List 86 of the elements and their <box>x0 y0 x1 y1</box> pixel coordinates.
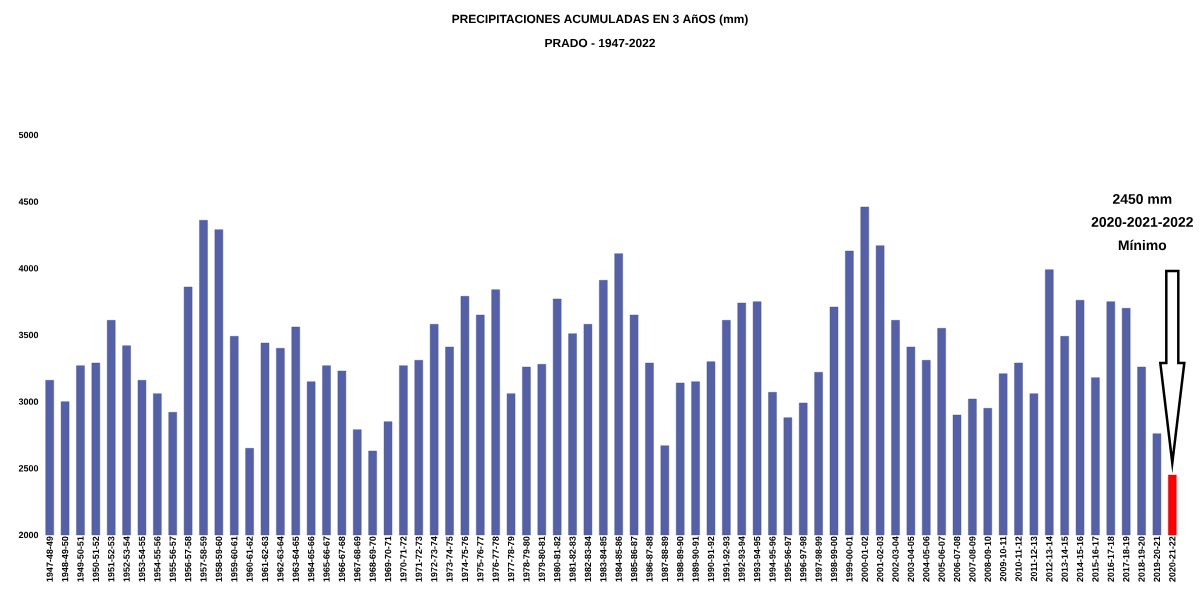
x-tick-label: 1957-58-59 <box>200 536 207 582</box>
x-tick-label: 1961-62-63 <box>261 536 269 582</box>
x-tick-label: 1990-91-92 <box>707 536 715 582</box>
x-tick-label: 2002-03-04 <box>892 536 899 582</box>
x-tick-label: 1981-82-83 <box>569 536 576 582</box>
x-tick-label: 1989-90-91 <box>692 536 699 582</box>
x-tick-label: 1966-67-68 <box>338 536 346 582</box>
chart-subtitle: PRADO - 1947-2022 <box>545 38 655 48</box>
x-tick-label: 1952-53-54 <box>123 536 130 582</box>
x-tick-label: 2010-11-12 <box>1015 536 1022 582</box>
x-tick-label: 2020-21-22 <box>1169 536 1176 582</box>
y-tick-label: 4500 <box>18 198 39 205</box>
x-tick-label: 1986-87-88 <box>646 536 653 582</box>
x-tick-label: 1962-63-64 <box>277 536 284 582</box>
x-tick-label: 1965-66-67 <box>323 536 330 582</box>
x-tick-label: 2013-14-15 <box>1061 536 1068 582</box>
x-tick-label: 1958-59-60 <box>215 536 223 582</box>
x-tick-label: 1972-73-74 <box>430 536 438 582</box>
x-tick-label: 1999-00-01 <box>846 536 853 582</box>
x-tick-label: 1991-92-93 <box>723 536 730 582</box>
x-tick-label: 1988-89-90 <box>677 536 684 582</box>
x-tick-label: 1997-98-99 <box>815 536 822 582</box>
x-tick-label: 2006-07-08 <box>953 536 961 582</box>
x-tick-label: 1948-49-50 <box>61 536 69 582</box>
x-tick-label: 2016-17-18 <box>1107 536 1114 582</box>
x-tick-label: 1963-64-65 <box>292 536 299 582</box>
x-tick-label: 1984-85-86 <box>615 536 622 582</box>
x-tick-label: 1954-55-56 <box>154 536 161 582</box>
x-tick-label: 1998-99-00 <box>830 536 838 582</box>
x-tick-label: 1951-52-53 <box>108 536 115 582</box>
x-tick-label: 1949-50-51 <box>77 536 84 582</box>
x-tick-label: 2015-16-17 <box>1092 536 1099 582</box>
x-tick-label: 2004-05-06 <box>923 536 930 582</box>
x-tick-label: 1971-72-73 <box>415 536 422 582</box>
x-tick-label: 1983-84-85 <box>600 536 607 582</box>
x-tick-label: 1959-60-61 <box>231 536 238 582</box>
x-tick-label: 1950-51-52 <box>92 536 100 582</box>
annotation: Mínimo <box>1118 239 1167 251</box>
x-tick-label: 1960-61-62 <box>246 536 253 582</box>
x-tick-label: 1994-95-96 <box>769 536 776 582</box>
x-tick-label: 1996-97-98 <box>800 536 807 582</box>
x-tick-label: 1977-78-79 <box>507 536 515 582</box>
x-tick-label: 2009-10-11 <box>999 536 1007 582</box>
x-tick-label: 1974-75-76 <box>461 536 469 582</box>
annotation: 2450 mm <box>1112 194 1172 204</box>
annotation: 2020-2021-2022 <box>1091 217 1193 227</box>
x-tick-label: 2000-01-02 <box>861 536 868 582</box>
y-tick-label: 3500 <box>18 331 39 339</box>
x-tick-label: 2018-19-20 <box>1138 536 1145 582</box>
y-tick-label: 4000 <box>18 265 39 272</box>
x-tick-label: 2011-12-13 <box>1030 536 1038 582</box>
x-tick-label: 2014-15-16 <box>1076 536 1084 582</box>
x-tick-label: 2017-18-19 <box>1122 536 1130 582</box>
x-tick-label: 1956-57-58 <box>184 536 192 582</box>
y-tick-label: 2000 <box>18 531 39 539</box>
x-tick-label: 1955-56-57 <box>169 536 176 582</box>
x-tick-label: 2005-06-07 <box>938 536 945 582</box>
x-tick-label: 2003-04-05 <box>907 536 915 582</box>
x-tick-label: 1968-69-70 <box>369 536 376 582</box>
x-tick-label: 1978-79-80 <box>523 536 530 582</box>
x-tick-label: 1953-54-55 <box>138 536 146 582</box>
x-tick-label: 2019-20-21 <box>1153 536 1161 582</box>
x-tick-label: 1973-74-75 <box>446 536 453 582</box>
x-tick-label: 1947-48-49 <box>46 536 53 582</box>
x-tick-label: 1992-93-94 <box>738 536 745 582</box>
x-tick-label: 2008-09-10 <box>984 536 991 582</box>
x-tick-label: 2007-08-09 <box>969 536 976 582</box>
x-tick-label: 1985-86-87 <box>630 536 638 582</box>
x-tick-label: 1982-83-84 <box>584 536 592 582</box>
y-tick-label: 3000 <box>18 398 39 405</box>
x-tick-label: 1975-76-77 <box>477 536 484 582</box>
x-tick-label: 1980-81-82 <box>554 536 561 582</box>
x-tick-label: 1964-65-66 <box>307 536 315 582</box>
x-tick-label: 2012-13-14 <box>1046 536 1053 582</box>
x-tick-label: 1970-71-72 <box>400 536 407 582</box>
y-tick-label: 5000 <box>18 131 39 139</box>
x-tick-label: 1987-88-89 <box>661 536 669 582</box>
x-tick-label: 1969-70-71 <box>384 536 392 582</box>
x-tick-label: 1993-94-95 <box>753 536 761 582</box>
x-tick-label: 1995-96-97 <box>784 536 792 582</box>
x-tick-label: 2001-02-03 <box>876 536 884 582</box>
x-tick-label: 1967-68-69 <box>354 536 361 582</box>
y-tick-label: 2500 <box>18 465 39 472</box>
x-tick-label: 1976-77-78 <box>492 536 499 582</box>
x-tick-label: 1979-80-81 <box>538 536 545 582</box>
chart-title: PRECIPITACIONES ACUMULADAS EN 3 AñOS (mm) <box>452 14 748 26</box>
